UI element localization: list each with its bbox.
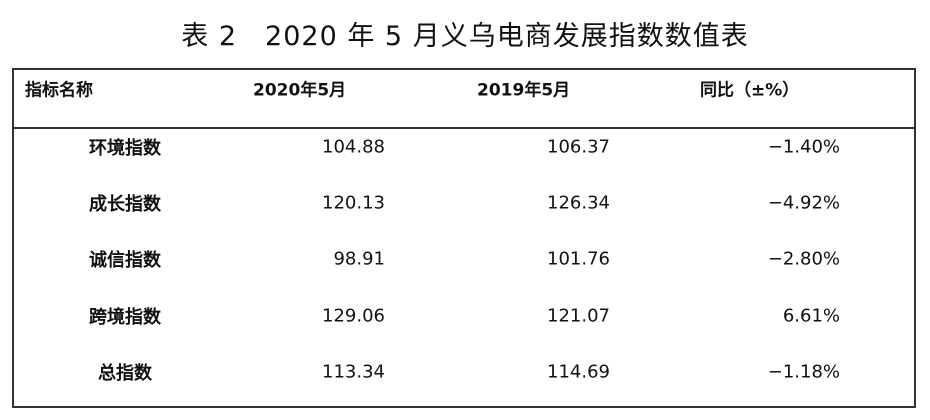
value-cell: 121.07 bbox=[547, 305, 610, 327]
value-cell: −1.18% bbox=[767, 361, 840, 383]
value-cell: 114.69 bbox=[547, 361, 610, 383]
value-cell: −4.92% bbox=[767, 192, 840, 214]
value-cell: 98.91 bbox=[333, 248, 385, 270]
row-label: 诚信指数 bbox=[89, 250, 161, 271]
value-cell: 106.37 bbox=[547, 136, 610, 158]
value-cell: 101.76 bbox=[547, 248, 610, 270]
header-cell: 2019年5月 bbox=[477, 80, 571, 101]
table-title: 表 2 2020 年 5 月义乌电商发展指数数值表 bbox=[181, 21, 749, 52]
value-cell: 120.13 bbox=[322, 192, 385, 214]
header-cell: 2020年5月 bbox=[253, 80, 347, 101]
value-cell: 104.88 bbox=[322, 136, 385, 158]
row-label: 环境指数 bbox=[89, 138, 161, 159]
header-cell: 指标名称 bbox=[25, 80, 93, 101]
row-label: 成长指数 bbox=[89, 194, 161, 215]
row-label: 跨境指数 bbox=[89, 307, 161, 328]
value-cell: −1.40% bbox=[767, 136, 840, 158]
value-cell: 6.61% bbox=[782, 305, 840, 327]
value-cell: −2.80% bbox=[767, 248, 840, 270]
table-frame bbox=[12, 68, 916, 408]
value-cell: 126.34 bbox=[547, 192, 610, 214]
row-label: 总指数 bbox=[98, 363, 152, 384]
header-cell: 同比（±%） bbox=[700, 80, 800, 101]
header-separator bbox=[12, 127, 916, 129]
value-cell: 113.34 bbox=[322, 361, 385, 383]
value-cell: 129.06 bbox=[322, 305, 385, 327]
